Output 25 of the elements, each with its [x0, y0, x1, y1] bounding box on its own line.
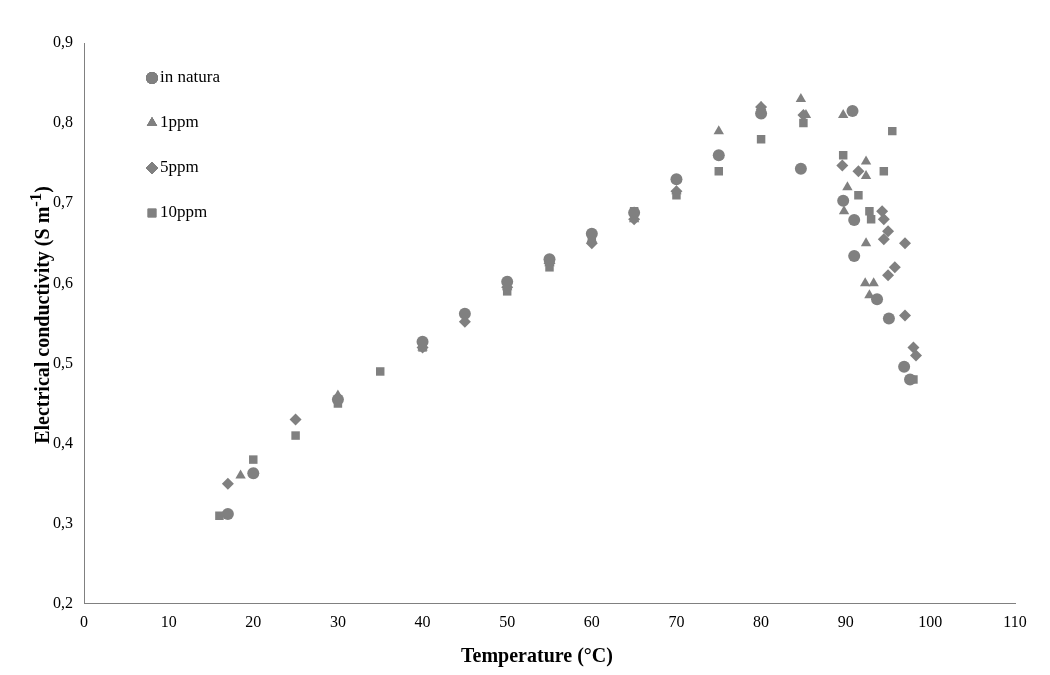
- x-tick-label: 50: [499, 612, 516, 630]
- y-tick-label: 0,8: [53, 113, 73, 131]
- y-tick-label: 0,5: [53, 353, 73, 371]
- x-tick-label: 10: [160, 612, 177, 630]
- x-tick-label: 80: [753, 612, 770, 630]
- x-axis-title: Temperature (°C): [461, 643, 613, 667]
- y-tick-label: 0,9: [53, 33, 73, 51]
- y-tick-label: 0,4: [53, 433, 73, 451]
- x-tick-label: 90: [837, 612, 854, 630]
- legend-label: in natura: [160, 67, 221, 87]
- legend-label: 10ppm: [160, 202, 208, 222]
- x-tick-label: 40: [414, 612, 431, 630]
- x-tick-label: 0: [80, 612, 88, 630]
- y-tick-label: 0,3: [53, 513, 73, 531]
- x-tick-label: 100: [918, 612, 943, 630]
- legend-label: 5ppm: [160, 157, 199, 177]
- y-tick-label: 0,6: [53, 273, 73, 291]
- legend-label: 1ppm: [160, 112, 199, 132]
- x-tick-label: 70: [668, 612, 685, 630]
- y-tick-label: 0,7: [53, 193, 73, 211]
- x-tick-label: 110: [1003, 612, 1027, 630]
- x-tick-label: 30: [329, 612, 346, 630]
- y-tick-label: 0,2: [53, 594, 73, 611]
- x-tick-label: 20: [245, 612, 262, 630]
- x-tick-label: 60: [583, 612, 600, 630]
